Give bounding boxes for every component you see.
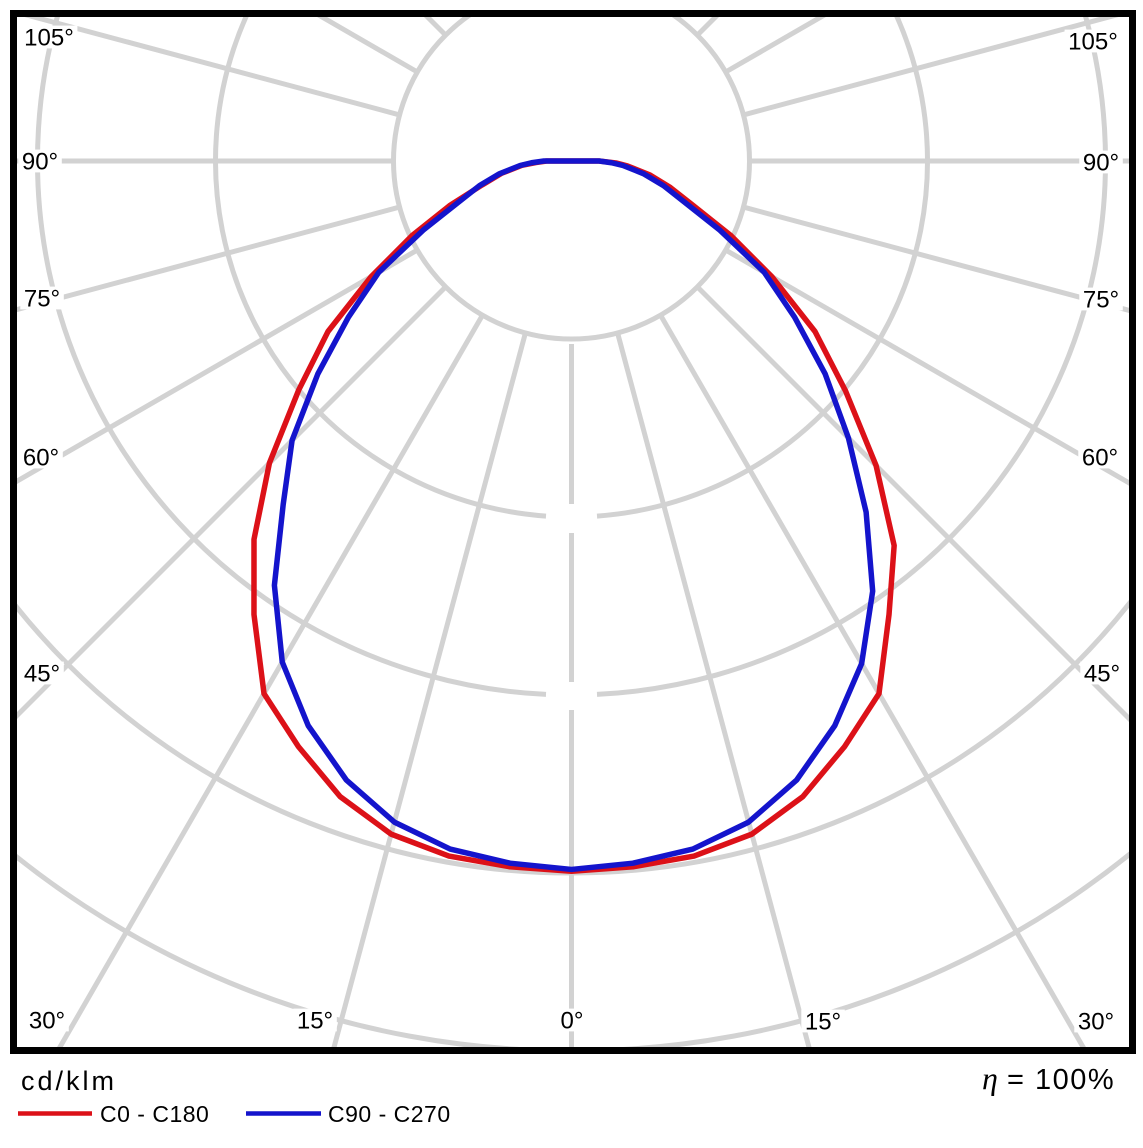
svg-text:90°: 90° [22, 149, 58, 176]
svg-text:30°: 30° [29, 1008, 65, 1035]
svg-text:105°: 105° [24, 25, 74, 52]
svg-text:C0 - C180: C0 - C180 [100, 1101, 209, 1127]
svg-text:cd/klm: cd/klm [21, 1066, 117, 1096]
svg-text:= 100%: = 100% [1007, 1064, 1115, 1096]
svg-text:75°: 75° [1083, 287, 1119, 314]
svg-text:75°: 75° [24, 286, 60, 313]
svg-text:0°: 0° [561, 1008, 584, 1035]
svg-text:30°: 30° [1078, 1009, 1114, 1036]
svg-text:15°: 15° [805, 1009, 841, 1036]
svg-text:60°: 60° [1082, 445, 1118, 472]
svg-text:105°: 105° [1068, 29, 1118, 56]
svg-text:60°: 60° [23, 445, 59, 472]
svg-text:15°: 15° [297, 1008, 333, 1035]
svg-text:C90 - C270: C90 - C270 [328, 1101, 451, 1127]
svg-text:η: η [982, 1060, 998, 1096]
svg-text:45°: 45° [1084, 661, 1120, 688]
svg-text:90°: 90° [1083, 150, 1119, 177]
svg-text:45°: 45° [24, 661, 60, 688]
